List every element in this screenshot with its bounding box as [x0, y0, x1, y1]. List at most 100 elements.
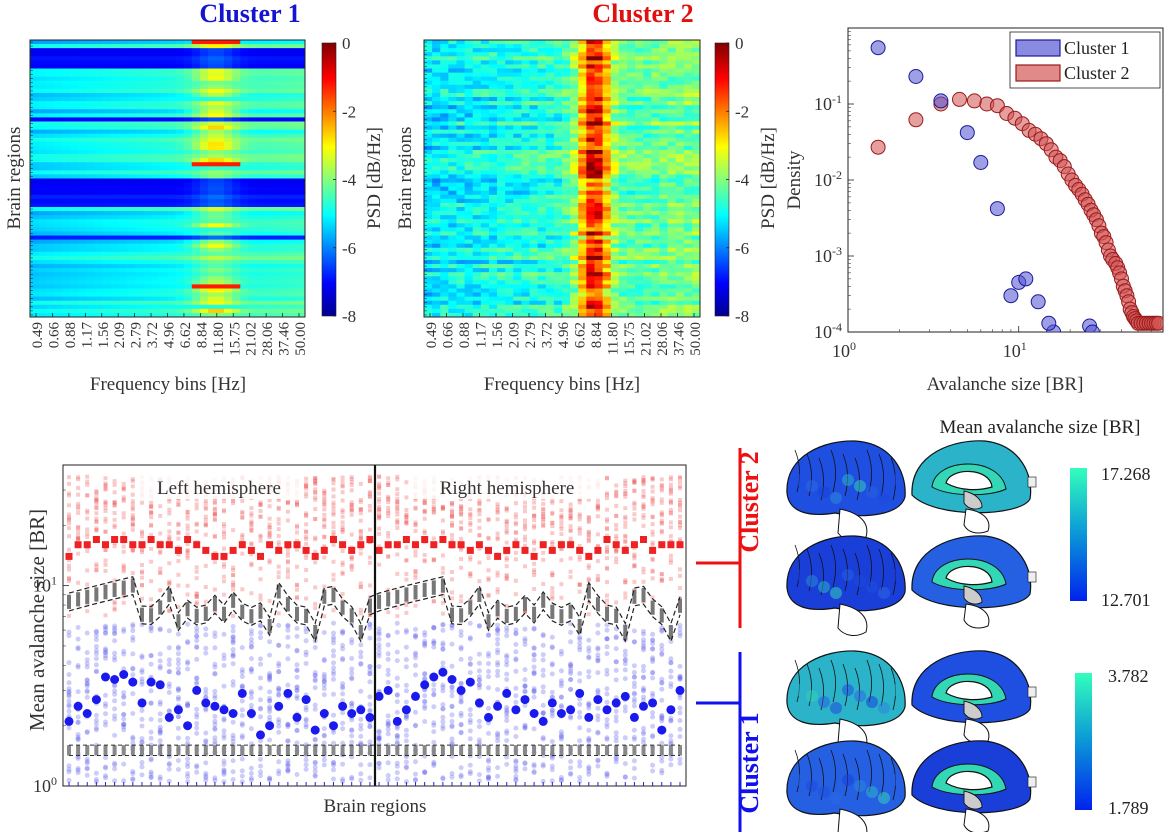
heatmap-cell: [472, 68, 482, 73]
heatmap-cell: [456, 174, 465, 179]
heatmap-cell: [118, 288, 128, 293]
heatmap-cell: [272, 92, 282, 98]
heatmap-cell: [643, 264, 652, 269]
heatmap-cell: [143, 76, 152, 82]
heatmap-cell: [62, 48, 71, 53]
heatmap-cell: [135, 235, 144, 240]
heatmap-cell: [240, 211, 249, 216]
heatmap-cell: [143, 211, 152, 216]
heatmap-cell: [207, 215, 217, 220]
heatmap-cell: [586, 259, 595, 265]
heatmap-cell: [635, 129, 644, 135]
heatmap-cell: [448, 64, 457, 69]
heatmap-cell: [78, 194, 88, 200]
heatmap-cell: [70, 92, 79, 98]
heatmap-cell: [296, 158, 306, 163]
heatmap-cell: [488, 312, 498, 318]
heatmap-cell: [30, 141, 39, 147]
heatmap-cell: [691, 272, 701, 277]
heatmap-cell: [464, 308, 474, 314]
heatmap-cell: [562, 109, 571, 114]
heatmap-cell: [135, 56, 144, 61]
heatmap-cell: [440, 288, 449, 293]
heatmap-cell: [232, 211, 241, 216]
heatmap-cell: [440, 304, 449, 310]
heatmap-cell: [30, 52, 39, 57]
heatmap-cell: [586, 296, 595, 302]
heatmap-cell: [151, 264, 160, 269]
heatmap-cell: [635, 211, 644, 216]
heatmap-cell: [488, 105, 498, 110]
heatmap-cell: [424, 239, 433, 245]
heatmap-cell: [578, 149, 587, 155]
heatmap-cell: [30, 178, 39, 183]
heatmap-cell: [594, 178, 603, 183]
heatmap-cell: [86, 149, 96, 155]
heatmap-cell: [46, 227, 55, 232]
heatmap-cell: [70, 170, 79, 175]
heatmap-cell: [62, 97, 71, 102]
heatmap-cell: [288, 186, 298, 192]
heatmap-cell: [521, 243, 530, 249]
heatmap-cell: [70, 194, 79, 200]
heatmap-cell: [127, 72, 136, 78]
heatmap-cell: [175, 97, 185, 102]
heatmap-cell: [232, 117, 241, 122]
heatmap-cell: [683, 80, 693, 86]
heatmap-cell: [529, 56, 539, 61]
heatmap-cell: [232, 48, 241, 53]
heatmap-cell: [102, 101, 112, 106]
heatmap-cell: [296, 239, 306, 245]
heatmap-cell: [464, 105, 474, 110]
heatmap-cell: [224, 211, 233, 216]
heatmap-cell: [38, 239, 47, 245]
heatmap-cell: [659, 141, 668, 147]
heatmap-cell: [529, 76, 539, 82]
heatmap-cell: [46, 117, 55, 122]
heatmap-cell: [521, 231, 530, 236]
heatmap-cell: [683, 125, 693, 131]
heatmap-cell: [143, 268, 152, 273]
heatmap-cell: [216, 223, 225, 228]
heatmap-cell: [151, 64, 160, 69]
heatmap-cell: [448, 235, 457, 240]
heatmap-cell: [545, 304, 555, 310]
heatmap-cell: [659, 133, 668, 139]
heatmap-cell: [62, 72, 71, 78]
heatmap-cell: [272, 259, 282, 265]
heatmap-cell: [562, 76, 571, 82]
heatmap-cell: [280, 292, 290, 298]
heatmap-cell: [30, 239, 39, 245]
heatmap-cell: [659, 231, 668, 236]
heatmap-cell: [94, 276, 104, 281]
heatmap-cell: [553, 300, 563, 306]
heatmap-cell: [86, 296, 96, 302]
heatmap-cell: [118, 211, 128, 216]
heatmap-cell: [505, 92, 514, 98]
heatmap-cell: [545, 113, 555, 118]
heatmap-cell: [448, 190, 457, 196]
heatmap-cell: [480, 304, 490, 310]
heatmap-cell: [545, 133, 555, 139]
heatmap-cell: [30, 255, 39, 261]
heatmap-cell: [94, 109, 104, 114]
heatmap-cell: [38, 280, 47, 285]
heatmap-cell: [135, 64, 144, 69]
heatmap-cell: [643, 190, 652, 196]
heatmap-cell: [570, 194, 579, 200]
heatmap-cell: [448, 158, 457, 163]
heatmap-cell: [691, 202, 701, 208]
heatmap-cell: [151, 243, 160, 249]
heatmap-cell: [216, 149, 225, 155]
heatmap-cell: [488, 304, 498, 310]
heatmap-cell: [602, 198, 612, 204]
heatmap-cell: [127, 97, 136, 102]
heatmap-cell: [448, 40, 457, 45]
heatmap1-cells: [30, 40, 306, 318]
heatmap-cell: [497, 259, 506, 265]
heatmap-cell: [651, 174, 660, 179]
heatmap-cell: [472, 64, 482, 69]
heatmap-cell: [296, 162, 306, 167]
heatmap-cell: [667, 178, 677, 183]
heatmap-cell: [553, 68, 563, 73]
